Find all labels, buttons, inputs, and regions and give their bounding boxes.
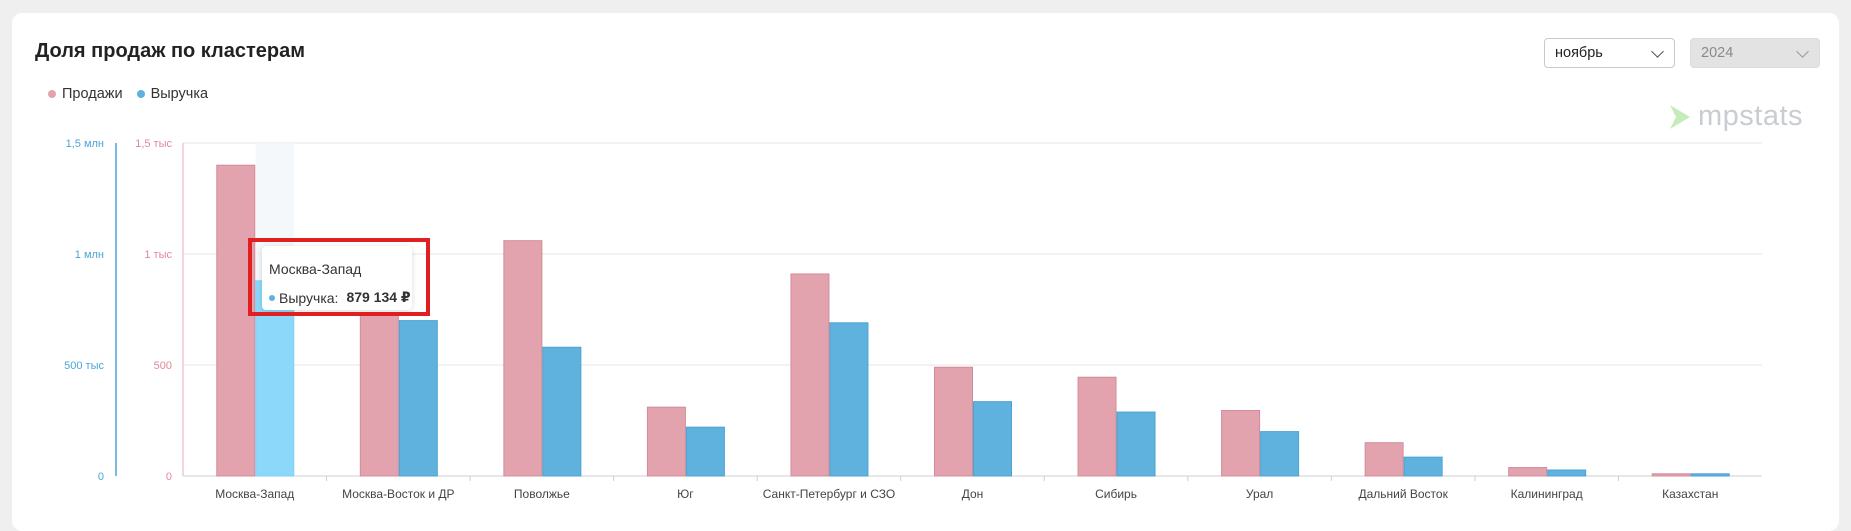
revenue-axis-tick-label: 0 [98,471,104,483]
legend-item-sales[interactable]: Продажи [48,86,123,102]
mpstats-logo: mpstats [1668,100,1803,133]
x-tick-label: Дальний Восток [1358,487,1448,501]
logo-text: mpstats [1698,100,1804,132]
sales-axis-tick-label: 0 [166,471,172,483]
bar-revenue [1116,411,1156,477]
bar-revenue [1260,431,1300,477]
bar-sales [934,366,973,477]
month-select-value: ноябрь [1555,45,1603,61]
bar-sales [646,406,686,477]
x-tick-label: Поволжье [514,487,570,501]
x-tick-label: Сибирь [1095,487,1137,501]
bar-revenue [542,346,582,477]
x-tick-label: Казахстан [1662,487,1718,501]
chart-title: Доля продаж по кластерам [35,40,306,62]
sales-dot-icon [48,90,56,98]
bar-sales [1364,442,1404,477]
tooltip-highlight-frame [248,238,430,316]
bar-sales [1651,473,1691,477]
bar-sales [216,164,256,477]
legend: Продажи Выручка [48,86,208,102]
revenue-dot-icon [136,90,145,98]
x-tick-label: Урал [1246,487,1273,501]
revenue-axis-tick-label: 1,5 млн [66,138,104,150]
bar-sales [359,313,399,477]
bar-revenue [1690,473,1730,477]
bar-revenue [398,320,438,477]
bar-revenue [1547,469,1587,477]
sales-axis-tick-label: 1,5 тыс [135,138,172,150]
tooltip-row: Выручка: 879 134 ₽ [269,289,411,306]
x-tick-label: Юг [677,487,694,501]
tooltip-title: Москва-Запад [269,261,362,277]
bar-sales [1508,467,1548,477]
bar-sales [503,240,543,477]
year-select: 2024 [1690,38,1820,68]
mpstats-logo-icon [1670,104,1690,129]
tooltip-revenue-dot-icon [269,294,275,301]
legend-label-sales: Продажи [62,86,123,102]
x-tick-label: Москва-Запад [215,487,294,501]
year-select-value: 2024 [1701,45,1734,61]
sales-axis-tick-label: 1 тыс [144,249,172,261]
bar-revenue [685,426,725,477]
legend-item-revenue[interactable]: Выручка [136,86,209,102]
x-tick-label: Дон [962,487,984,501]
x-tick-label: Москва-Восток и ДР [342,487,454,501]
tooltip-value: 879 134 ₽ [346,289,411,305]
month-select[interactable]: ноябрь [1544,38,1675,68]
bar-revenue [829,322,869,477]
revenue-axis-tick-label: 500 тыс [64,360,104,372]
x-tick-label: Калининград [1511,487,1583,501]
legend-label-revenue: Выручка [150,86,209,102]
tooltip-series-label: Выручка: [279,289,339,306]
bar-sales [1077,376,1117,477]
x-tick-label: Санкт-Петербург и СЗО [763,487,895,501]
sales-axis-tick-label: 500 [154,360,172,372]
bar-sales [1221,410,1261,477]
bar-sales [790,273,830,477]
revenue-axis-tick-label: 1 млн [75,249,104,261]
bar-revenue [973,401,1012,477]
bar-revenue [1403,456,1443,477]
chart-tooltip: Москва-Запад Выручка: 879 134 ₽ [262,246,412,310]
